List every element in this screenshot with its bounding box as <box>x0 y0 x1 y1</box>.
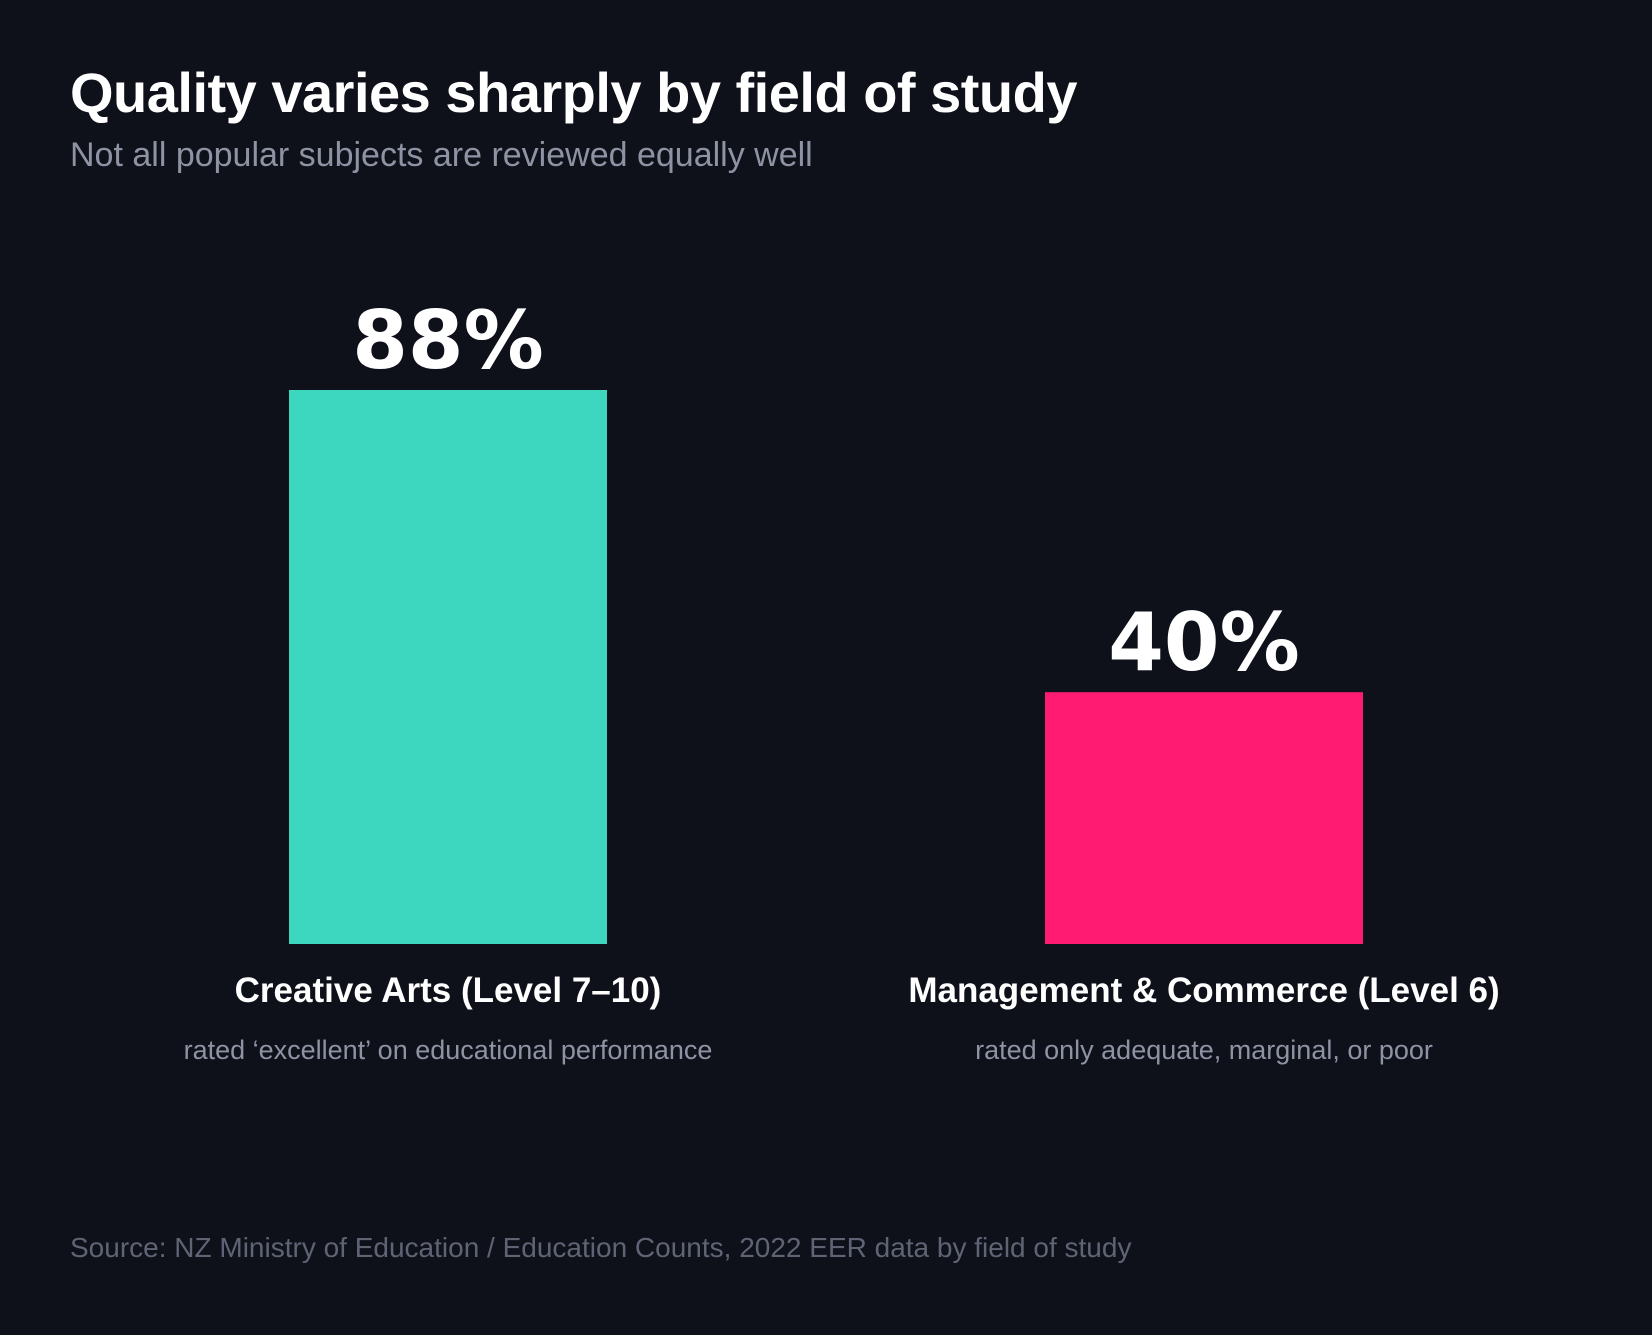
category-label-2: Management & Commerce (Level 6) <box>908 971 1499 1010</box>
category-note-1: rated ‘excellent’ on educational perform… <box>184 1035 713 1065</box>
chart-title: Quality varies sharply by field of study <box>70 61 1077 124</box>
bar-2 <box>1045 692 1363 944</box>
bar-1 <box>289 390 607 944</box>
value-label-1: 88% <box>352 294 543 387</box>
source-note: Source: NZ Ministry of Education / Educa… <box>70 1232 1132 1263</box>
chart-subtitle: Not all popular subjects are reviewed eq… <box>70 136 813 174</box>
category-note-2: rated only adequate, marginal, or poor <box>975 1035 1433 1065</box>
category-label-1: Creative Arts (Level 7–10) <box>235 971 662 1010</box>
value-label-2: 40% <box>1108 596 1299 689</box>
